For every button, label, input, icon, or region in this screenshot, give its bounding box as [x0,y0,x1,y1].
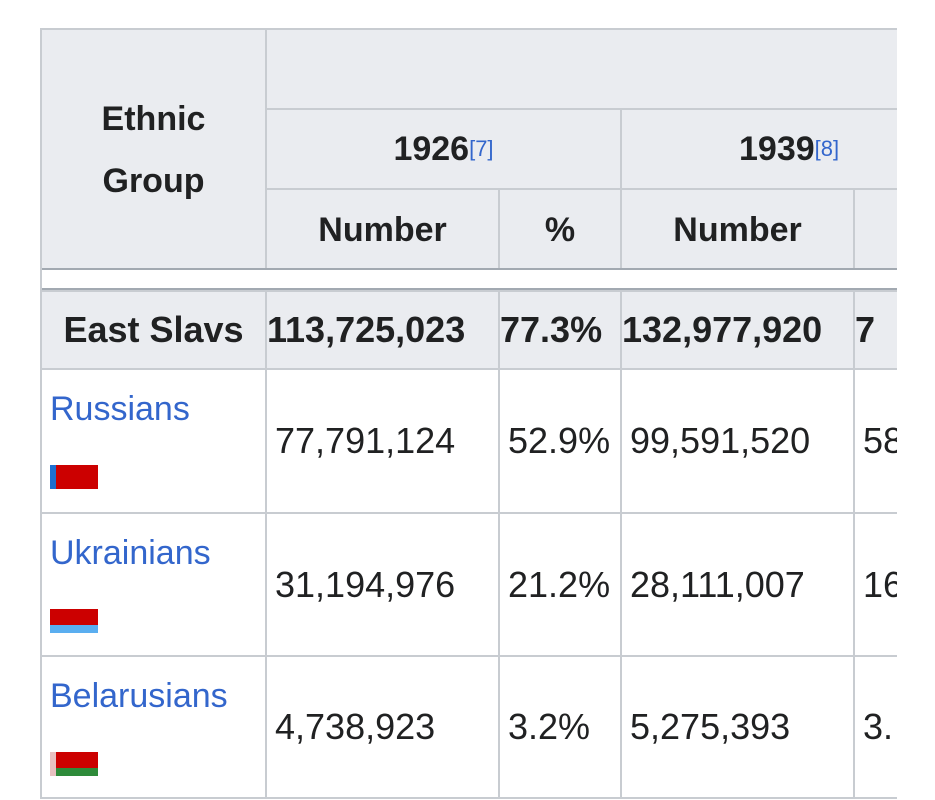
year: 1926 [393,129,470,168]
header-text: Ethnic Group [101,100,206,200]
cell-text: 77.3% [500,309,603,350]
column-header: % [544,210,576,249]
header-cell: Number [620,188,853,270]
cell-text: 16 [863,563,897,605]
header-cell: Ethnic Group [40,28,265,270]
cell-text: 3. [863,706,894,747]
rule [40,268,897,270]
cell-text: 21.2% [508,563,611,605]
flag [50,609,98,633]
cell: 28,111,007 [620,512,853,655]
link[interactable]: Belarusians [50,677,228,715]
cell: 52.9% [498,368,620,512]
cell: Russians [40,368,265,512]
cell: 3.2% [498,655,620,797]
cell-text: 58 [863,420,897,461]
reference[interactable]: [8] [814,136,840,161]
cell-text: 52.9% [508,420,611,461]
rule [40,268,42,290]
header-cell: Number [265,188,498,270]
header-cell: % [498,188,620,270]
flag [50,465,98,489]
header-cell [853,188,897,270]
cell-text: 99,591,520 [630,420,811,461]
cell-text: 132,977,920 [622,309,823,350]
link[interactable]: Ukrainians [50,534,211,572]
header-cell: 1926 [7] [265,108,620,188]
cell: Belarusians [40,655,265,797]
reference[interactable]: [7] [469,136,494,161]
cell: 132,977,920 [620,290,853,368]
cell: 5,275,393 [620,655,853,797]
cell: 31,194,976 [265,512,498,655]
table: Ethnic Group 1926 [7] 1939 [8] Number % Nu… [40,28,897,799]
cell: Ukrainians [40,512,265,655]
cell: 3. [853,655,897,797]
cell-text: 3.2% [508,706,591,747]
cell: 77,791,124 [265,368,498,512]
header-cell: 1939 [8] [620,108,897,188]
cell: 58 [853,368,897,512]
flag [50,752,98,776]
column-header: Number [673,210,802,249]
cell-text: 4,738,923 [275,706,436,747]
year: 1939 [739,129,815,168]
cell-text: 28,111,007 [630,563,805,605]
cell: 4,738,923 [265,655,498,797]
cell-text: 5,275,393 [630,706,791,747]
cell: 77.3% [498,290,620,368]
cell-text: 7 [855,309,876,350]
cell-text: 31,194,976 [275,563,456,605]
cell: 99,591,520 [620,368,853,512]
cell-text: 77,791,124 [275,420,456,461]
cell-text: 113,725,023 [267,309,466,350]
cell: 16 [853,512,897,655]
cell: 7 [853,290,897,368]
cell: 21.2% [498,512,620,655]
cell-text: East Slavs [63,309,244,350]
cell: East Slavs [40,290,265,368]
cell: 113,725,023 [265,290,498,368]
rule [40,288,897,290]
rule [40,797,897,799]
column-header: Number [318,210,447,249]
header-cell [265,28,897,108]
link[interactable]: Russians [50,390,190,428]
